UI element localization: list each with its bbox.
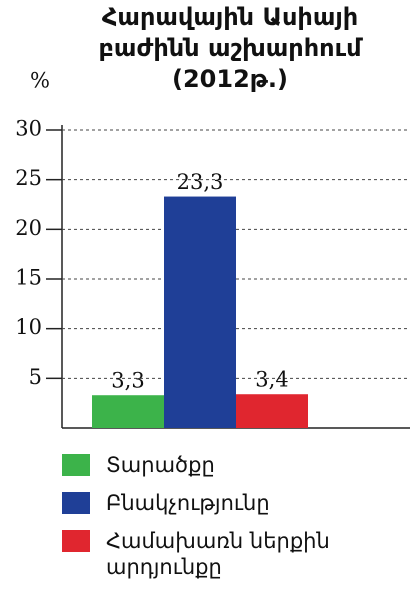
y-tick-label: 10 [15,315,42,339]
bar [236,394,308,428]
y-tick-label: 30 [15,117,42,141]
data-label: 23,3 [177,170,224,194]
chart: % 5 10 15 20 25 30 3,3 23,3 3,4 [15,69,410,429]
y-axis-label: % [30,69,50,93]
legend-swatch [62,454,90,476]
data-label: 3,3 [111,369,144,393]
legend-swatch [62,530,90,552]
legend-item: Համախառն ներքին արդյունքը [62,528,402,580]
legend-item: Բնակչությունը [62,490,402,516]
legend-label: Բնակչությունը [106,491,270,515]
legend-label: Համախառն ներքին արդյունքը [106,529,330,579]
bar [164,196,236,428]
legend: Տարածքը Բնակչությունը Համախառն ներքին արդյ… [62,452,402,592]
legend-item: Տարածքը [62,452,402,478]
chart-title: Հարավային Ասիայի բաժինն աշխարհում (2012թ… [98,3,362,93]
bar [92,395,164,428]
y-tick-label: 5 [29,365,42,389]
y-tick-label: 20 [15,216,42,240]
y-tick-label: 15 [15,266,42,290]
data-label: 3,4 [255,368,288,392]
legend-label: Տարածքը [106,453,215,477]
legend-swatch [62,492,90,514]
y-tick-label: 25 [15,166,42,190]
